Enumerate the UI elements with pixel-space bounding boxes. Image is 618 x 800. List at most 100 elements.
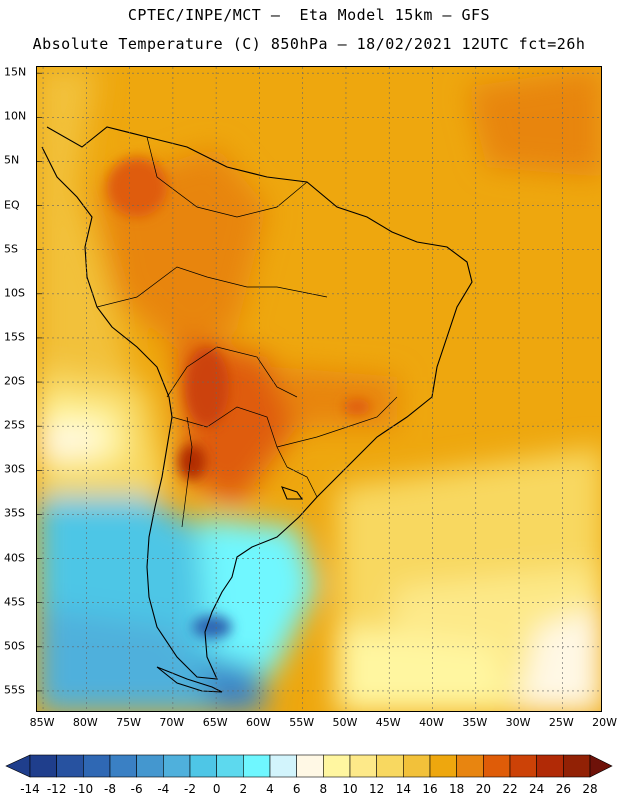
colorbar-swatch bbox=[403, 754, 431, 778]
temperature-hotspots bbox=[107, 157, 371, 639]
colorbar-tick-label: 28 bbox=[582, 782, 598, 796]
colorbar-swatch bbox=[56, 754, 84, 778]
field-southern-chile-cold bbox=[37, 607, 217, 711]
colorbar-tick-label: 6 bbox=[292, 782, 301, 796]
colorbar-tick-label: -14 bbox=[20, 782, 40, 796]
tierra-del-fuego-outline bbox=[156, 666, 223, 693]
latitude-label: EQ bbox=[4, 198, 20, 212]
temperature-map[interactable] bbox=[37, 67, 602, 712]
latitude-label: 25S bbox=[4, 418, 25, 432]
colorbar-swatch bbox=[109, 754, 137, 778]
longitude-label: 80W bbox=[72, 716, 98, 729]
colorbar-tick-label: 26 bbox=[555, 782, 571, 796]
border-amazon bbox=[96, 266, 328, 308]
colorbar-tick-label: 0 bbox=[212, 782, 221, 796]
field-atlantic-cool-patch bbox=[337, 627, 507, 711]
latitude-label: 15N bbox=[4, 65, 27, 79]
field-brazil-central-warm bbox=[277, 367, 397, 427]
field-tierra-del-fuego-cold bbox=[197, 657, 267, 711]
border-brazil-south bbox=[276, 396, 398, 448]
field-pacific-north bbox=[37, 67, 137, 397]
colorbar-tick-label: 16 bbox=[422, 782, 438, 796]
border-paraguay bbox=[171, 406, 288, 468]
longitude-label: 45W bbox=[375, 716, 401, 729]
colorbar-swatch bbox=[349, 754, 377, 778]
border-bolivia bbox=[166, 346, 298, 398]
south-america-coastline bbox=[41, 126, 473, 680]
latitude-label: 5N bbox=[4, 153, 20, 167]
border-andes bbox=[181, 416, 193, 528]
colorbar-tick-label: -8 bbox=[104, 782, 116, 796]
border-north bbox=[146, 136, 308, 218]
colorbar-swatch bbox=[163, 754, 191, 778]
map-title-line-1: CPTEC/INPE/MCT – Eta Model 15km – GFS bbox=[127, 6, 491, 24]
longitude-label: 30W bbox=[505, 716, 531, 729]
colorbar-under-arrow bbox=[5, 754, 31, 778]
latitude-label: 20S bbox=[4, 374, 25, 388]
longitude-label: 50W bbox=[332, 716, 358, 729]
longitude-label: 40W bbox=[419, 716, 444, 729]
colorbar-tick-label: -6 bbox=[130, 782, 143, 796]
lagoa-outline bbox=[281, 486, 304, 500]
colorbar-tick-label: 12 bbox=[369, 782, 385, 796]
graticule bbox=[37, 67, 601, 711]
longitude-label: 20W bbox=[592, 716, 618, 729]
longitude-label: 55W bbox=[289, 716, 315, 729]
longitude-label: 65W bbox=[202, 716, 228, 729]
latitude-label: 10S bbox=[4, 286, 25, 300]
field-atlantic-pale-patch bbox=[517, 607, 601, 711]
colorbar-swatch bbox=[83, 754, 111, 778]
latitude-label: 30S bbox=[4, 462, 25, 476]
latitude-label: 15S bbox=[4, 330, 25, 344]
colorbar-swatch bbox=[296, 754, 324, 778]
colorbar-swatch bbox=[563, 754, 591, 778]
colorbar-swatch bbox=[509, 754, 537, 778]
colorbar-swatch bbox=[456, 754, 484, 778]
latitude-label: 10N bbox=[4, 109, 27, 123]
colorbar-swatch bbox=[216, 754, 244, 778]
longitude-label: 70W bbox=[159, 716, 185, 729]
longitude-label: 75W bbox=[116, 716, 142, 729]
map-frame[interactable] bbox=[36, 66, 602, 712]
latitude-label: 45S bbox=[4, 595, 25, 609]
colorbar-tick-label: 24 bbox=[529, 782, 545, 796]
colorbar-tick-label: 20 bbox=[475, 782, 491, 796]
colorbar-tick-label: 22 bbox=[502, 782, 518, 796]
latitude-label: 40S bbox=[4, 551, 25, 565]
latitude-label: 5S bbox=[4, 242, 18, 256]
colorbar-tick-label: -2 bbox=[184, 782, 196, 796]
colorbar-swatch bbox=[323, 754, 351, 778]
latitude-label: 50S bbox=[4, 639, 25, 653]
colorbar-swatch bbox=[29, 754, 57, 778]
longitude-label: 35W bbox=[462, 716, 488, 729]
colorbar-tick-label: 4 bbox=[266, 782, 274, 796]
hotspot-northern-argentina bbox=[178, 444, 206, 480]
country-borders bbox=[96, 136, 398, 528]
colorbar-tick-label: 18 bbox=[449, 782, 465, 796]
colorbar-tick-label: 2 bbox=[239, 782, 248, 796]
colorbar-tick-label: 10 bbox=[342, 782, 358, 796]
colorbar bbox=[5, 754, 613, 778]
colorbar-swatch bbox=[536, 754, 564, 778]
colorbar-swatch bbox=[483, 754, 511, 778]
hotspot-chaco bbox=[185, 347, 229, 427]
latitude-label: 55S bbox=[4, 683, 25, 697]
longitude-label: 85W bbox=[29, 716, 55, 729]
hotspot-colombia bbox=[107, 157, 167, 217]
colorbar-tick-label: -4 bbox=[157, 782, 170, 796]
latitude-label: 35S bbox=[4, 506, 25, 520]
longitude-label: 60W bbox=[245, 716, 271, 729]
colorbar-tick-label: 14 bbox=[395, 782, 411, 796]
longitude-label: 25W bbox=[548, 716, 574, 729]
colorbar-swatch bbox=[189, 754, 217, 778]
field-pacific-pale bbox=[37, 427, 107, 457]
coastlines bbox=[41, 126, 473, 693]
field-atlantic-north-warm bbox=[467, 67, 601, 177]
colorbar-swatch bbox=[376, 754, 404, 778]
colorbar-tick-label: -10 bbox=[73, 782, 94, 796]
colorbar-tick-label: -12 bbox=[46, 782, 67, 796]
colorbar-swatch bbox=[243, 754, 271, 778]
map-title-line-2: Absolute Temperature (C) 850hPa – 18/02/… bbox=[32, 35, 586, 53]
colorbar-tick-label: 8 bbox=[319, 782, 328, 796]
cold-core-south bbox=[192, 615, 232, 639]
